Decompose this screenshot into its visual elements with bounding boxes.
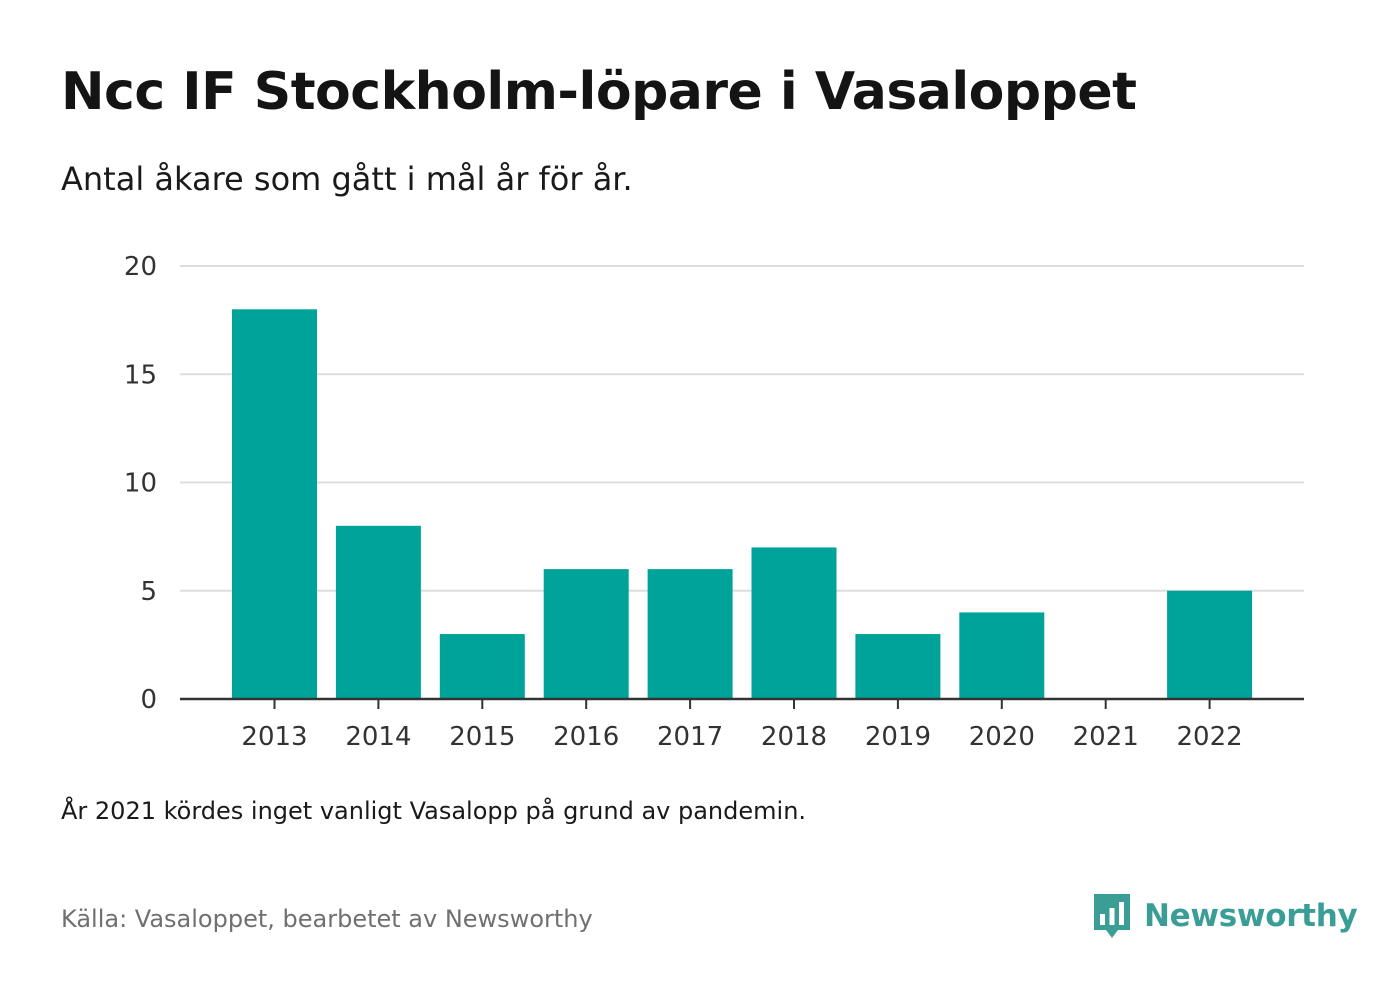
chart-subtitle: Antal åkare som gått i mål år för år. (61, 160, 633, 198)
y-tick-label: 10 (124, 469, 157, 499)
bar-2017 (647, 569, 733, 699)
bar-chart: 0 5 10 15 20 2013 2014 2015 2016 2017 2018 2019 202… (124, 252, 1304, 752)
bar-2014 (335, 525, 421, 699)
footnote: År 2021 kördes inget vanligt Vasalopp på… (61, 797, 807, 825)
bar-2020 (959, 612, 1045, 699)
bar-2013 (232, 309, 317, 699)
y-tick-label: 20 (124, 252, 157, 282)
x-tick-label: 2016 (553, 722, 619, 752)
x-tick-label: 2020 (969, 722, 1035, 752)
x-tick-label: 2022 (1177, 722, 1243, 752)
x-tick-label: 2019 (865, 722, 931, 752)
bar-2019 (855, 634, 941, 699)
x-tick-label: 2015 (449, 722, 515, 752)
x-axis (180, 697, 1304, 709)
brand: Newsworthy (1092, 892, 1358, 940)
bar-2015 (439, 634, 525, 699)
x-tick-label: 2014 (345, 722, 411, 752)
y-tick-label: 5 (140, 577, 157, 607)
source-credit: Källa: Vasaloppet, bearbetet av Newswort… (61, 905, 593, 933)
chart-title: Ncc IF Stockholm-löpare i Vasaloppet (61, 62, 1137, 122)
x-tick-label: 2018 (761, 722, 827, 752)
x-tick-label: 2017 (657, 722, 723, 752)
brand-name: Newsworthy (1144, 898, 1358, 934)
bar-2018 (751, 547, 837, 699)
x-tick-labels: 2013 2014 2015 2016 2017 2018 2019 2020 2021 2022 (241, 722, 1242, 752)
y-tick-label: 15 (124, 360, 157, 390)
y-tick-labels: 0 5 10 15 20 (124, 252, 157, 715)
bars (232, 309, 1253, 699)
x-tick-label: 2013 (241, 722, 307, 752)
bar-2016 (543, 569, 629, 699)
y-tick-label: 0 (140, 685, 157, 715)
bar-2022 (1167, 590, 1253, 699)
x-tick-label: 2021 (1073, 722, 1139, 752)
newsworthy-logo-icon (1094, 894, 1130, 938)
